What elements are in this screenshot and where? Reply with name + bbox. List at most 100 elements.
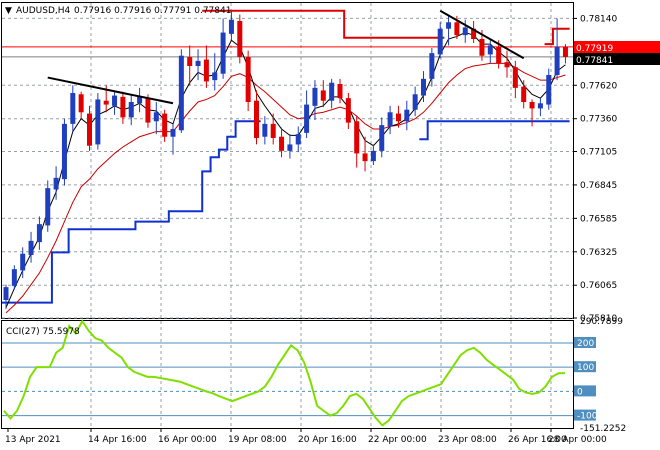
candle-body (546, 75, 552, 105)
svg-text:0.77919: 0.77919 (576, 44, 613, 54)
candle-body (53, 177, 59, 190)
cci-level-tag (574, 336, 596, 348)
candle-body (279, 136, 285, 151)
grid-lines (2, 3, 573, 428)
candle-body (187, 57, 193, 66)
candle-body (36, 224, 42, 243)
candle-body (212, 72, 218, 81)
candle-body (421, 78, 426, 96)
candle-body (220, 32, 226, 74)
candle-body (70, 93, 76, 124)
cci-axis-label: -100 (577, 412, 598, 422)
candle-body (479, 39, 485, 56)
candle-body (11, 269, 17, 286)
price-axis-label: 0.76065 (580, 281, 617, 291)
candle-body (379, 125, 385, 151)
candlestick-series (3, 10, 568, 309)
candle-body (354, 121, 360, 154)
candle-body (120, 96, 126, 118)
price-axis-label: 0.77360 (580, 115, 617, 125)
time-axis-label: 22 Apr 00:00 (368, 435, 427, 445)
price-axis-label: 0.77620 (580, 81, 617, 91)
candle-body (345, 98, 351, 123)
candle-body (395, 113, 401, 122)
slow-ma-line (5, 62, 566, 314)
candle-body (20, 253, 26, 271)
candle-body (61, 123, 67, 180)
candle-body (95, 99, 101, 145)
time-axis: 13 Apr 2021 14 Apr 16:00 16 Apr 00:00 19 Ap… (5, 428, 607, 445)
trendline (439, 9, 525, 60)
candle-body (554, 46, 560, 75)
symbol-label: AUDUSD,H4 (16, 6, 71, 16)
candle-body (237, 21, 243, 57)
current-price-tag: 0.77919 (574, 41, 660, 54)
channel-upper-line (202, 9, 570, 46)
candle-body (3, 287, 9, 300)
candle-body (329, 82, 335, 101)
candle-body (504, 62, 510, 68)
ohlc-readout: 0.77916 0.77916 0.77791 0.77841 (74, 6, 231, 16)
candle-body (337, 84, 343, 99)
time-axis-label: 14 Apr 16:00 (88, 435, 147, 445)
cci-axis-label: 290.7899 (580, 317, 623, 327)
candle-body (228, 19, 234, 34)
candle-body (429, 53, 435, 79)
last-price-tag: 0.77841 (574, 53, 660, 66)
candle-body (529, 102, 535, 109)
candle-body (454, 22, 460, 36)
candle-body (521, 86, 527, 102)
candle-body (312, 87, 318, 106)
candle-body (496, 46, 502, 64)
candle-body (78, 94, 84, 113)
price-axis-label: 0.76845 (580, 181, 617, 191)
menu-chevron-icon[interactable]: ▼ (5, 6, 12, 16)
time-axis-label: 23 Apr 08:00 (438, 435, 497, 445)
cci-axis-label: -151.2252 (580, 424, 626, 434)
cci-axis: 290.7899 200 100 0 -100 -151.2252 (574, 317, 626, 434)
price-channel (1, 9, 570, 304)
candle-body (103, 100, 109, 105)
cci-level-lines (2, 342, 573, 417)
time-axis-label: 13 Apr 2021 (5, 435, 61, 445)
cci-level-tag (574, 361, 596, 373)
candle-body (28, 240, 34, 255)
candle-body (562, 46, 568, 57)
candle-body (45, 188, 51, 226)
cci-title: CCI(27) 75.5978 (6, 327, 80, 337)
trendline (47, 76, 174, 105)
price-axis: 0.78140 0.77620 0.77360 0.77105 0.76845 0.765… (573, 14, 617, 324)
candle-body (295, 134, 301, 145)
candle-body (320, 90, 326, 101)
cci-axis-label: 200 (577, 339, 594, 349)
candle-body (537, 103, 543, 109)
cci-line (3, 319, 566, 427)
cci-series (3, 319, 566, 427)
price-axis-label: 0.76325 (580, 248, 617, 258)
price-axis-label: 0.75810 (580, 314, 617, 324)
candle-body (128, 102, 134, 118)
candle-body (262, 123, 268, 137)
time-axis-label: 19 Apr 08:00 (228, 435, 287, 445)
candle-body (178, 55, 184, 131)
price-panel (1, 2, 574, 319)
candle-body (170, 129, 176, 137)
candle-body (487, 45, 493, 55)
candle-body (245, 57, 251, 102)
candle-body (512, 67, 518, 88)
candle-body (412, 94, 418, 110)
cci-axis-label: 100 (577, 363, 594, 373)
price-axis-label: 0.78140 (580, 14, 617, 24)
candle-body (437, 28, 443, 55)
price-axis-label: 0.77105 (580, 148, 617, 158)
channel-lower-line (1, 120, 570, 304)
time-axis-label: 28 Apr 00:00 (548, 435, 607, 445)
candle-body (87, 113, 92, 146)
candle-body (254, 100, 259, 138)
candle-body (304, 104, 310, 133)
svg-text:0.77841: 0.77841 (576, 56, 613, 66)
candle-body (446, 22, 452, 29)
candle-body (112, 95, 118, 106)
price-axis-label: 0.76585 (580, 214, 617, 224)
